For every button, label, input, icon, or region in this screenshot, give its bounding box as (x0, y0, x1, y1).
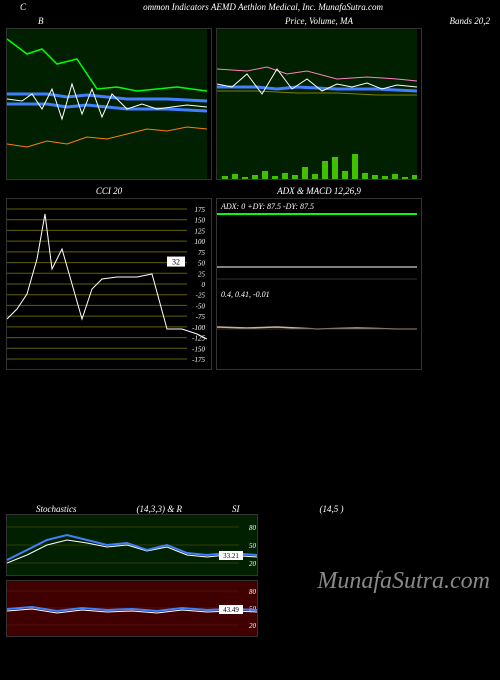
cci-chart: 175 150 125 100 75 50 25 0 -25 -50 -75 -100 -125 -150… (6, 198, 212, 370)
bb-chart (6, 28, 212, 180)
bb-title: B (6, 14, 212, 28)
svg-text:-100: -100 (192, 324, 205, 332)
svg-text:20: 20 (249, 622, 257, 630)
stoch-header: Stochastics (14,3,3) & R SI (14,5 ) (0, 504, 500, 514)
adx-title: ADX & MACD 12,26,9 (216, 184, 422, 198)
svg-text:80: 80 (249, 588, 257, 596)
header-left: C (20, 2, 26, 12)
svg-text:125: 125 (195, 227, 206, 235)
page-header: C ommon Indicators AEMD Aethlon Medical,… (0, 0, 500, 14)
svg-text:-175: -175 (192, 356, 205, 364)
svg-text:20: 20 (249, 560, 257, 568)
svg-text:-25: -25 (196, 292, 206, 300)
svg-text:50: 50 (198, 260, 206, 268)
svg-text:175: 175 (195, 206, 206, 214)
adx-chart: ADX: 0 +DY: 87.5 -DY: 87.5 0.4, 0.41, -0.… (216, 198, 422, 370)
cci-title: CCI 20 (6, 184, 212, 198)
svg-text:25: 25 (198, 270, 206, 278)
svg-text:32: 32 (172, 258, 180, 267)
svg-text:100: 100 (195, 238, 206, 246)
svg-text:-75: -75 (196, 313, 206, 321)
svg-text:33.21: 33.21 (223, 552, 239, 560)
rsi-chart: 80502043.49 (6, 580, 258, 637)
bands-title: Bands 20,2 (426, 14, 494, 28)
svg-text:ADX: 0 +DY: 87.5 -DY: 87.5: ADX: 0 +DY: 87.5 -DY: 87.5 (220, 202, 314, 211)
svg-text:0.4, 0.41, -0.01: 0.4, 0.41, -0.01 (221, 290, 270, 299)
svg-text:43.49: 43.49 (223, 606, 239, 614)
stoch-chart: 80 50 20 33.21 (6, 514, 258, 576)
price-chart (216, 28, 422, 180)
svg-text:75: 75 (198, 249, 206, 257)
svg-text:0: 0 (202, 281, 206, 289)
svg-text:-125: -125 (192, 335, 205, 343)
svg-text:50: 50 (249, 542, 257, 550)
svg-text:150: 150 (195, 217, 206, 225)
watermark: MunafaSutra.com (317, 568, 490, 595)
svg-text:80: 80 (249, 524, 257, 532)
svg-text:-50: -50 (196, 302, 206, 310)
svg-text:-150: -150 (192, 345, 205, 353)
header-text: ommon Indicators AEMD Aethlon Medical, I… (143, 2, 383, 12)
price-title: Price, Volume, MA (216, 14, 422, 28)
